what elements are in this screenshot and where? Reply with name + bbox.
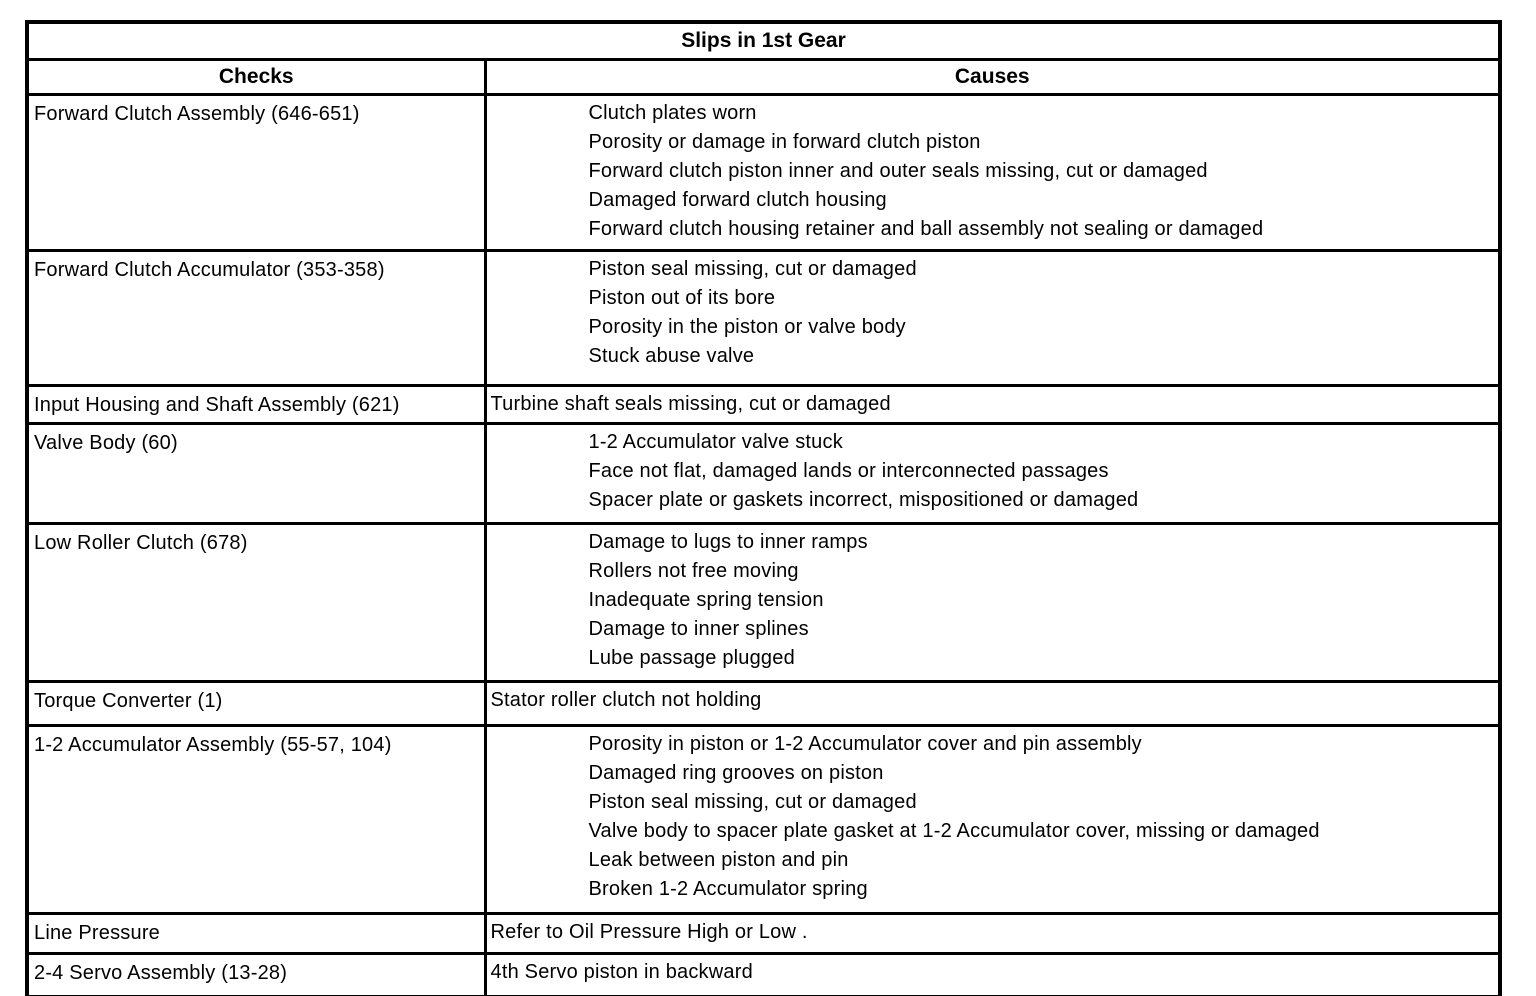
cause-line: Damaged forward clutch housing: [588, 189, 887, 211]
causes-cell: Turbine shaft seals missing, cut or dama…: [483, 384, 1502, 425]
cause-line: Inadequate spring tension: [588, 589, 824, 611]
check-cell: Forward Clutch Assembly (646-651): [25, 93, 487, 252]
table-row: Valve Body (60) 1-2 Accumulator valve stu…: [25, 422, 1502, 525]
cause-line: Clutch plates worn: [588, 102, 757, 124]
title-row: Slips in 1st Gear: [25, 20, 1502, 61]
cause-line: Forward clutch housing retainer and ball…: [588, 218, 1264, 240]
cause-line: Stuck abuse valve: [588, 345, 755, 367]
column-header-checks: Checks: [25, 58, 487, 96]
causes-cell: Clutch plates worn Porosity or damage in …: [483, 93, 1502, 252]
causes-cell: Refer to Oil Pressure High or Low .: [483, 912, 1502, 955]
table-row: Torque Converter (1) Stator roller clutch…: [25, 680, 1502, 727]
check-cell: Input Housing and Shaft Assembly (621): [25, 384, 487, 425]
column-header-row: Checks Causes: [25, 58, 1502, 96]
cause-line: Porosity in piston or 1-2 Accumulator co…: [588, 733, 1142, 755]
cause-line: Damaged ring grooves on piston: [588, 762, 884, 784]
causes-cell: 1-2 Accumulator valve stuck Face not flat…: [483, 422, 1502, 525]
table-title: Slips in 1st Gear: [25, 20, 1502, 61]
causes-cell: Damage to lugs to inner ramps Rollers not…: [483, 522, 1502, 683]
table-row: Forward Clutch Accumulator (353-358) Pist…: [25, 249, 1502, 387]
check-cell: Low Roller Clutch (678): [25, 522, 487, 683]
table-row: 2-4 Servo Assembly (13-28) 4th Servo pist…: [25, 952, 1502, 996]
cause-line: Piston seal missing, cut or damaged: [588, 791, 917, 813]
cause-line: Spacer plate or gaskets incorrect, mispo…: [588, 489, 1139, 511]
cause-line: 4th Servo piston in backward: [490, 961, 753, 983]
check-cell: 1-2 Accumulator Assembly (55-57, 104): [25, 724, 487, 915]
causes-cell: Stator roller clutch not holding: [483, 680, 1502, 727]
check-cell: Torque Converter (1): [25, 680, 487, 727]
check-cell: Line Pressure: [25, 912, 487, 955]
check-cell: 2-4 Servo Assembly (13-28): [25, 952, 487, 996]
cause-line: Refer to Oil Pressure High or Low .: [490, 921, 808, 943]
cause-line: 1-2 Accumulator valve stuck: [588, 431, 843, 453]
cause-line: Stator roller clutch not holding: [490, 689, 762, 711]
check-cell: Forward Clutch Accumulator (353-358): [25, 249, 487, 387]
cause-line: Lube passage plugged: [588, 647, 795, 669]
cause-line: Porosity or damage in forward clutch pis…: [588, 131, 981, 153]
cause-line: Piston out of its bore: [588, 287, 776, 309]
causes-cell: Porosity in piston or 1-2 Accumulator co…: [483, 724, 1502, 915]
cause-line: Forward clutch piston inner and outer se…: [588, 160, 1208, 182]
cause-line: Damage to lugs to inner ramps: [588, 531, 868, 553]
table-row: Input Housing and Shaft Assembly (621) Tu…: [25, 384, 1502, 425]
cause-line: Rollers not free moving: [588, 560, 799, 582]
cause-line: Damage to inner splines: [588, 618, 809, 640]
causes-cell: 4th Servo piston in backward: [483, 952, 1502, 996]
table-row: Low Roller Clutch (678) Damage to lugs to…: [25, 522, 1502, 683]
cause-line: Porosity in the piston or valve body: [588, 316, 906, 338]
cause-line: Face not flat, damaged lands or intercon…: [588, 460, 1109, 482]
check-cell: Valve Body (60): [25, 422, 487, 525]
cause-line: Turbine shaft seals missing, cut or dama…: [490, 393, 891, 415]
cause-line: Valve body to spacer plate gasket at 1-2…: [588, 820, 1320, 842]
cause-line: Leak between piston and pin: [588, 849, 849, 871]
table-row: Forward Clutch Assembly (646-651) Clutch …: [25, 93, 1502, 252]
table-body: Forward Clutch Assembly (646-651) Clutch …: [25, 93, 1502, 996]
table-row: 1-2 Accumulator Assembly (55-57, 104) Por…: [25, 724, 1502, 915]
table-row: Line Pressure Refer to Oil Pressure High …: [25, 912, 1502, 955]
column-header-causes: Causes: [483, 58, 1502, 96]
causes-cell: Piston seal missing, cut or damaged Pisto…: [483, 249, 1502, 387]
troubleshooting-table: Slips in 1st Gear Checks Causes Forward …: [25, 20, 1503, 996]
cause-line: Piston seal missing, cut or damaged: [588, 258, 917, 280]
cause-line: Broken 1-2 Accumulator spring: [588, 878, 868, 900]
